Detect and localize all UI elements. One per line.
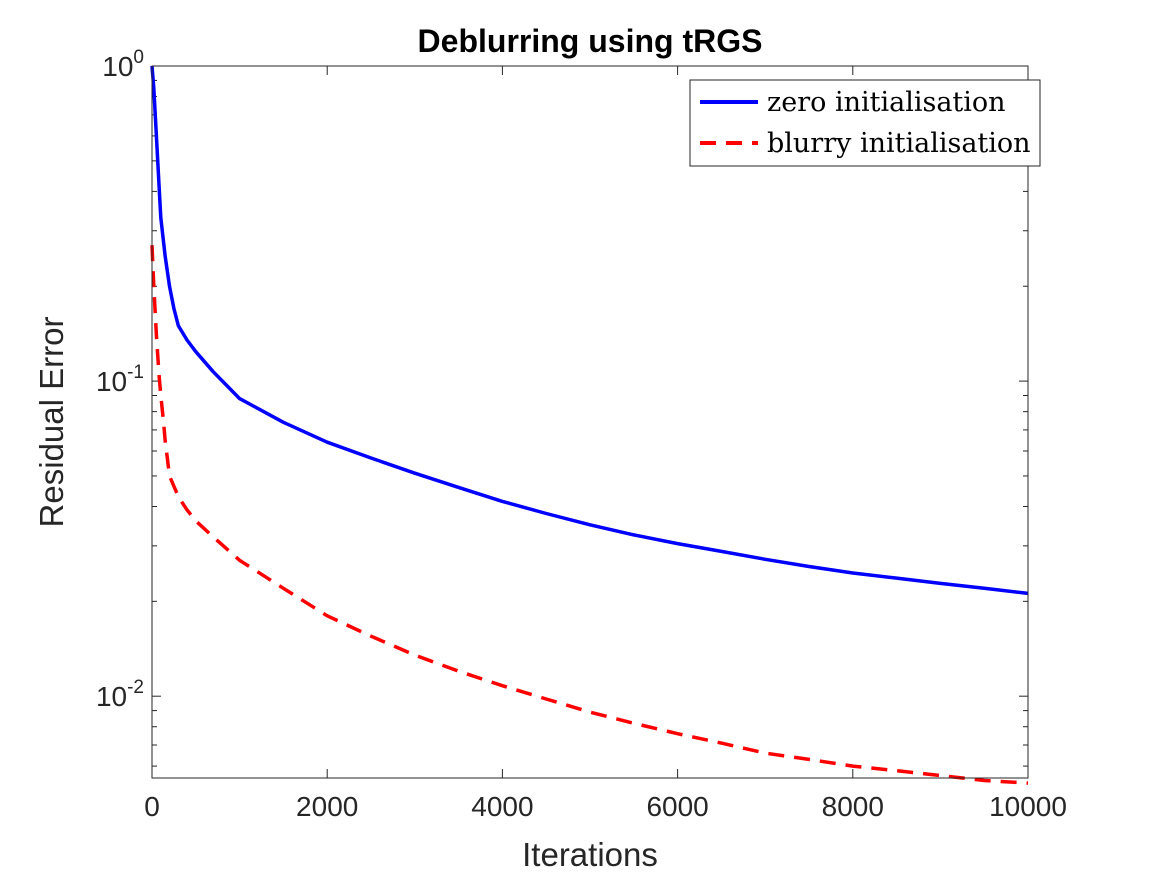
series-layer bbox=[150, 65, 1029, 785]
plot-area bbox=[152, 66, 1028, 778]
x-tick-labels: 0 2000 4000 6000 8000 10000 bbox=[144, 791, 1067, 822]
y-axis-label: Residual Error bbox=[33, 317, 70, 528]
series-line-blurry-initialisation bbox=[150, 245, 1029, 785]
y-tick-label: 10-1 bbox=[96, 362, 144, 397]
legend-label-zero: zero initialisation bbox=[767, 87, 1006, 118]
x-axis-label: Iterations bbox=[522, 836, 658, 873]
axes-box bbox=[151, 65, 1029, 779]
x-tick-label: 0 bbox=[144, 791, 160, 822]
legend-label-blurry: blurry initialisation bbox=[767, 128, 1031, 159]
x-tick-label: 10000 bbox=[989, 791, 1067, 822]
y-tick-label: 10-2 bbox=[96, 677, 144, 712]
x-tick-label: 6000 bbox=[646, 791, 708, 822]
x-tick-label: 4000 bbox=[471, 791, 533, 822]
x-tick-label: 2000 bbox=[296, 791, 358, 822]
x-tick-label: 8000 bbox=[822, 791, 884, 822]
series-line-zero-initialisation bbox=[150, 65, 1029, 596]
chart-title: Deblurring using tRGS bbox=[418, 23, 763, 59]
legend: zero initialisation blurry initialisatio… bbox=[689, 79, 1041, 167]
legend-box bbox=[689, 79, 1041, 167]
y-tick-label: 100 bbox=[102, 47, 144, 82]
y-tick-labels: 100 10-1 10-2 bbox=[96, 47, 144, 712]
